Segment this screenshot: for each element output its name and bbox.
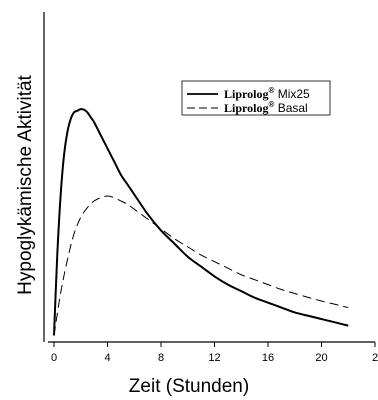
x-tick-label: 0	[51, 352, 57, 364]
legend-reg-mix25: ®	[268, 86, 274, 95]
y-axis-title: Hypoglykämische Aktivität	[15, 74, 36, 294]
x-axis-title: Zeit (Stunden)	[129, 376, 249, 397]
legend-suffix-mix25: Mix25	[274, 87, 310, 101]
legend-brand-basal: Liprolog	[224, 101, 268, 115]
x-tick-label: 4	[104, 352, 110, 364]
x-tick-label: 16	[262, 352, 274, 364]
legend: Liprolog® Mix25 Liprolog® Basal	[181, 80, 331, 116]
legend-brand-mix25: Liprolog	[224, 87, 268, 101]
x-tick-label: 2	[372, 352, 378, 364]
legend-label-basal: Liprolog® Basal	[224, 100, 308, 115]
x-tick-label: 8	[158, 352, 164, 364]
legend-reg-basal: ®	[268, 100, 274, 109]
x-axis-ticks: 0 4 8 12 16 20 2	[51, 342, 378, 364]
legend-box	[181, 80, 331, 116]
x-tick-label: 20	[315, 352, 327, 364]
series-line-mix25	[53, 108, 349, 336]
series-line-basal	[53, 195, 349, 336]
x-tick-label: 12	[208, 352, 220, 364]
legend-label-mix25: Liprolog® Mix25	[224, 86, 310, 101]
legend-suffix-basal: Basal	[274, 101, 307, 115]
series-layer	[53, 108, 349, 336]
